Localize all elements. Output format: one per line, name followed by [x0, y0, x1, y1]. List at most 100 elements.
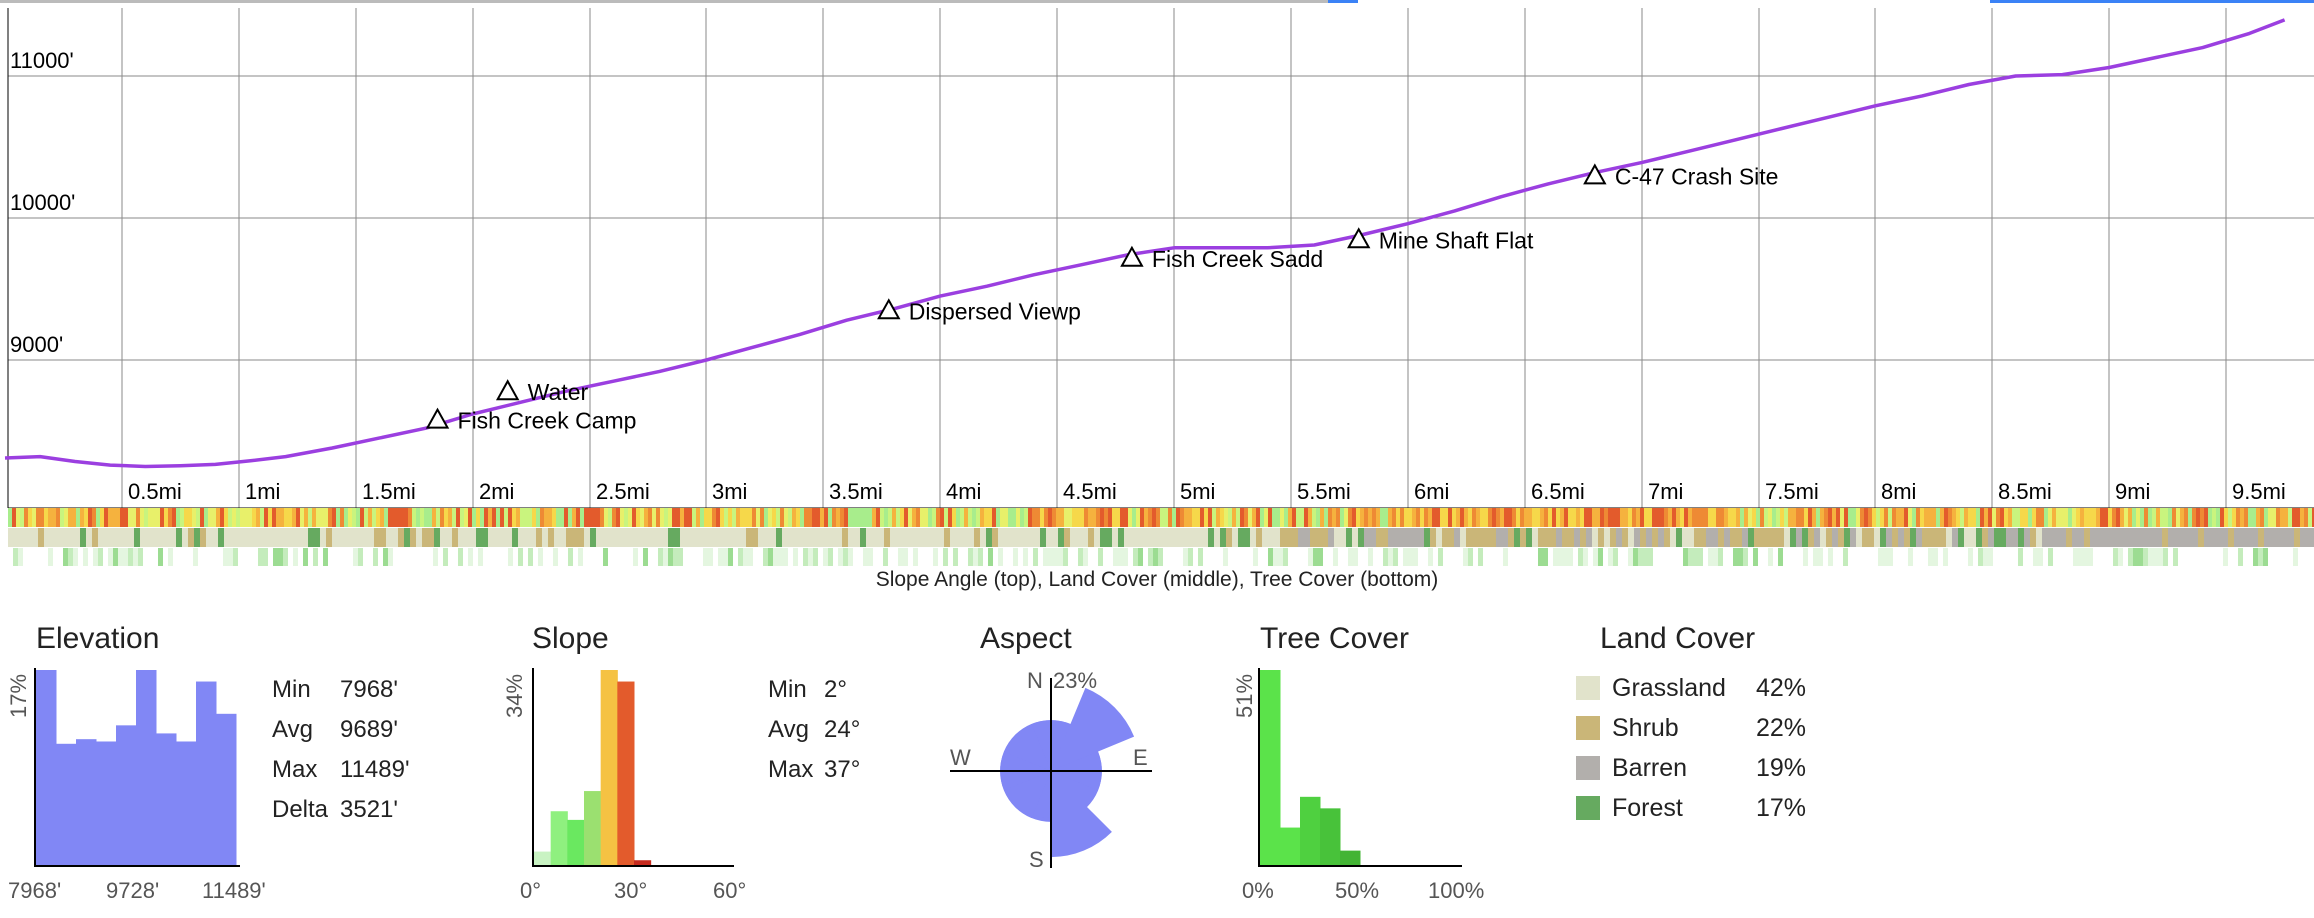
tree-cover-strip-cell — [638, 548, 643, 566]
profile-xtick-label: 2.5mi — [596, 479, 650, 504]
slope-strip-cell — [1360, 508, 1364, 527]
slope-strip-cell — [412, 508, 416, 527]
tree-cover-strip-cell — [283, 548, 288, 566]
aspect-rose: N 23%ESW — [950, 668, 1152, 872]
slope-strip-cell — [368, 508, 372, 527]
land-cover-strip-cell — [2030, 528, 2036, 547]
tree-cover-strip-cell — [133, 548, 138, 566]
land-cover-strip-cell — [1094, 528, 1100, 547]
slope-strip-cell — [2276, 508, 2280, 527]
slope-strip-cell — [460, 508, 464, 527]
slope-strip-cell — [736, 508, 740, 527]
slope-strip-cell — [1260, 508, 1264, 527]
profile-xtick-label: 7.5mi — [1765, 479, 1819, 504]
legend-value: 42% — [1756, 674, 1807, 702]
legend-swatch — [1576, 676, 1600, 700]
slope-strip-cell — [2196, 508, 2200, 527]
tree-cover-strip-cell — [378, 548, 383, 566]
elev-delta-value: 3521' — [340, 796, 398, 823]
tree-cover-strip-cell — [573, 548, 578, 566]
tree-cover-strip-cell — [1958, 548, 1963, 566]
elev-xtick: 7968' — [8, 878, 62, 903]
tree-cover-strip-cell — [1858, 548, 1863, 566]
slope-strip-cell — [1308, 508, 1312, 527]
land-cover-strip-cell — [920, 528, 926, 547]
land-cover-strip-cell — [1904, 528, 1910, 547]
land-cover-strip-cell — [2114, 528, 2120, 547]
tree-cover-strip-cell — [1948, 548, 1953, 566]
land-cover-strip-cell — [1592, 528, 1598, 547]
tree-cover-strip-cell — [1248, 548, 1253, 566]
tree-cover-strip-cell — [8, 548, 13, 566]
slope-strip-cell — [1040, 508, 1044, 527]
slope-strip-cell — [1736, 508, 1740, 527]
tree-cover-strip-cell — [2173, 548, 2178, 566]
land-cover-strip-cell — [1370, 528, 1376, 547]
tree-cover-strip-cell — [1593, 548, 1598, 566]
slope-strip-cell — [884, 508, 888, 527]
land-cover-strip-cell — [2012, 528, 2018, 547]
slope-strip-cell — [264, 508, 268, 527]
slope-strip-cell — [804, 508, 808, 527]
tree-cover-strip-cell — [1803, 548, 1808, 566]
profile-xtick-label: 0.5mi — [128, 479, 182, 504]
land-cover-strip-cell — [1520, 528, 1526, 547]
legend-label: Shrub — [1612, 714, 1679, 742]
tree-cover-strip-cell — [1078, 548, 1083, 566]
slope-strip-cell — [812, 508, 816, 527]
slope-strip-cell — [732, 508, 736, 527]
tree-cover-strip-cell — [173, 548, 178, 566]
slope-strip-cell — [832, 508, 836, 527]
elevation-line — [4, 18, 2286, 469]
tree-cover-strip-cell — [1413, 548, 1418, 566]
slope-strip-cell — [380, 508, 384, 527]
tree-cover-strip-cell — [1388, 548, 1393, 566]
tree-cover-strip-cell — [1213, 548, 1218, 566]
tree-cover-strip-cell — [303, 548, 308, 566]
top-link[interactable] — [1990, 0, 2314, 3]
land-cover-strip-cell — [512, 528, 518, 547]
slope-strip-cell — [660, 508, 664, 527]
land-cover-strip-cell — [2276, 528, 2282, 547]
slope-strip-cell — [2112, 508, 2116, 527]
slope-strip-cell — [716, 508, 720, 527]
land-cover-strip-cell — [2054, 528, 2060, 547]
land-cover-strip-cell — [1736, 528, 1742, 547]
waypoint-marker-icon — [495, 379, 520, 401]
land-cover-strip-cell — [1238, 528, 1244, 547]
histogram-bar — [1300, 796, 1321, 866]
land-cover-strip-cell — [1406, 528, 1412, 547]
land-cover-strip-cell — [1364, 528, 1370, 547]
tree-cover-strip-cell — [498, 548, 503, 566]
slope-strip-cell — [448, 508, 452, 527]
slope-strip-cell — [816, 508, 820, 527]
slope-strip-cell — [1784, 508, 1788, 527]
slope-strip-cell — [352, 508, 356, 527]
slope-strip-cell — [1436, 508, 1440, 527]
slope-strip-cell — [2232, 508, 2236, 527]
land-cover-strip-cell — [2240, 528, 2246, 547]
profile-ytick-label: 11000' — [10, 48, 74, 73]
tree-cover-strip-cell — [1553, 548, 1558, 566]
top-link[interactable] — [1328, 0, 1358, 3]
tree-cover-strip-cell — [1788, 548, 1793, 566]
tree-cover-strip-cell — [1483, 548, 1488, 566]
slope-strip-cell — [1580, 508, 1584, 527]
elev-min-label: Min — [272, 676, 311, 703]
tree-cover-strip-cell — [358, 548, 363, 566]
tree-cover-strip-cell — [1698, 548, 1703, 566]
land-cover-strip-cell — [2300, 528, 2306, 547]
slope-strip-cell — [300, 508, 304, 527]
slope-strip-cell — [1160, 508, 1164, 527]
slope-strip-cell — [964, 508, 968, 527]
land-cover-strip-cell — [1910, 528, 1916, 547]
tree-cover-strip-cell — [2073, 548, 2078, 566]
slope-strip-cell — [1544, 508, 1548, 527]
land-cover-strip-cell — [1310, 528, 1316, 547]
slope-strip-cell — [584, 508, 588, 527]
tree-cover-strip-cell — [2133, 548, 2138, 566]
tree-cover-strip-cell — [2263, 548, 2268, 566]
histogram-bar — [116, 725, 137, 866]
tree-cover-strip-cell — [853, 548, 858, 566]
slope-strip-cell — [20, 508, 24, 527]
